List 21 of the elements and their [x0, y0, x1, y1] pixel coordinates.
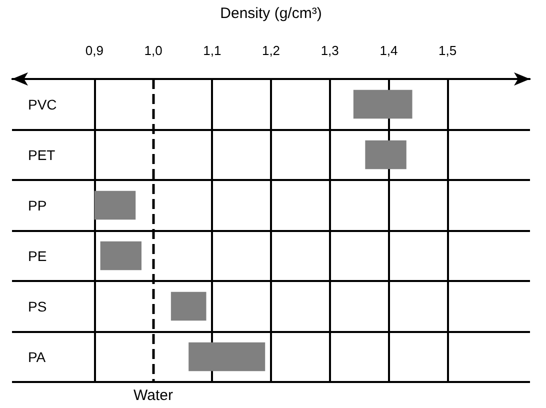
- y-tick-label: PP: [28, 197, 47, 214]
- x-tick-label: 1,3: [320, 43, 339, 58]
- bar: [100, 241, 142, 270]
- y-tick-label: PET: [28, 146, 56, 163]
- bar: [170, 292, 206, 321]
- x-axis-title: Density (g/cm³): [220, 5, 322, 22]
- y-tick-label: PVC: [28, 96, 57, 112]
- y-tick-label: PS: [28, 298, 47, 314]
- bar: [365, 140, 406, 170]
- x-tick-label: 1,2: [262, 43, 280, 58]
- bar: [353, 90, 412, 119]
- x-tick-label: 1,1: [203, 43, 222, 58]
- y-tick-label: PE: [28, 248, 47, 264]
- bar: [94, 190, 136, 220]
- y-tick-label: PA: [28, 348, 46, 365]
- bar: [188, 342, 266, 372]
- x-tick-label: 1,4: [380, 43, 398, 58]
- x-tick-label: 1,5: [438, 43, 457, 58]
- x-tick-label: 0,9: [85, 43, 104, 58]
- ref-line-label: Water: [134, 387, 173, 404]
- x-tick-label: 1,0: [144, 43, 162, 58]
